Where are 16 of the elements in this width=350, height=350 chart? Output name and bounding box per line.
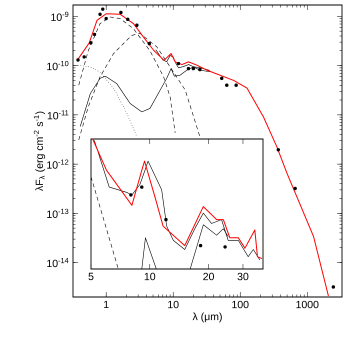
y-tick-label: 10$^{-9}$: [51, 12, 68, 21]
x-tick-label: 20: [203, 272, 214, 280]
y-tick-label: 10$^{-10}$: [47, 60, 68, 70]
x-tick-label: 1: [104, 300, 109, 308]
y-tick-label: 10$^{-12}$: [47, 159, 68, 169]
y-tick-label: 10$^{-11}$: [48, 110, 68, 120]
x-tick-label: 10: [144, 272, 156, 280]
y-tick-label: 10$^{-14}$: [47, 258, 68, 268]
x-tick-label: 30: [238, 272, 248, 280]
x-axis-title: λ (μm): [192, 312, 222, 322]
y-axis-title: λF$_{λ}$ (erg cm$^{-2}$ s$^{-1}$): [34, 112, 46, 191]
x-tick-label: 1000: [296, 300, 319, 308]
x-tick-label: 100: [232, 300, 249, 308]
y-tick-label: 10$^{-13}$: [47, 208, 68, 218]
x-tick-label: 5: [88, 272, 94, 280]
x-tick-label: 10: [168, 300, 179, 308]
